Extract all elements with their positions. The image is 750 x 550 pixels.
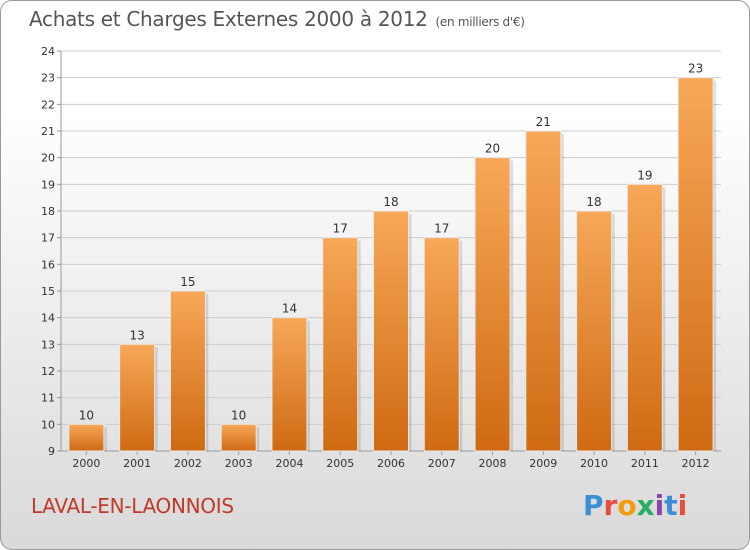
logo-letter: i xyxy=(677,489,688,522)
y-tick-label: 16 xyxy=(41,258,55,271)
bar xyxy=(525,130,562,452)
bar xyxy=(68,423,105,452)
logo-letter: r xyxy=(603,489,618,522)
y-tick-label: 18 xyxy=(41,205,55,218)
x-tick-label: 2004 xyxy=(275,457,303,470)
bar xyxy=(322,237,359,452)
data-label: 13 xyxy=(130,328,145,342)
x-tick-label: 2007 xyxy=(428,457,456,470)
logo-letter: P xyxy=(583,489,604,522)
y-tick-label: 23 xyxy=(41,72,55,85)
bar xyxy=(626,183,663,452)
unit-label: (en milliers d'€) xyxy=(435,15,525,29)
bar xyxy=(677,77,714,452)
y-tick-label: 11 xyxy=(41,392,55,405)
y-tick-label: 12 xyxy=(41,365,55,378)
y-tick-label: 22 xyxy=(41,98,55,111)
data-label: 10 xyxy=(79,408,94,422)
x-tick-label: 2009 xyxy=(529,457,557,470)
bar xyxy=(474,157,511,452)
bar xyxy=(220,423,257,452)
chart-title: Achats et Charges Externes 2000 à 2012 (e… xyxy=(29,7,525,31)
data-label: 15 xyxy=(180,275,195,289)
y-tick-label: 24 xyxy=(41,45,55,58)
y-tick-label: 14 xyxy=(41,312,55,325)
commune-name: LAVAL-EN-LAONNOIS xyxy=(31,494,234,518)
x-tick-label: 2008 xyxy=(479,457,507,470)
bar xyxy=(373,210,409,452)
bar xyxy=(576,210,613,452)
y-tick-label: 19 xyxy=(41,178,55,191)
logo-letter: x xyxy=(636,489,655,522)
x-tick-label: 2011 xyxy=(631,457,659,470)
data-label: 17 xyxy=(333,222,348,236)
x-tick-label: 2000 xyxy=(72,457,100,470)
logo-letter: o xyxy=(617,489,637,522)
chart-title-text: Achats et Charges Externes 2000 à 2012 xyxy=(29,7,428,31)
x-tick-label: 2012 xyxy=(682,457,710,470)
y-tick-label: 20 xyxy=(41,152,55,165)
data-label: 14 xyxy=(282,302,297,316)
bar xyxy=(423,237,460,452)
proxiti-logo: Proxiti xyxy=(583,489,687,522)
bars xyxy=(68,77,717,452)
y-tick-label: 21 xyxy=(41,125,55,138)
bar xyxy=(119,343,156,452)
data-label: 21 xyxy=(536,115,551,129)
logo-letter: i xyxy=(654,489,665,522)
bar xyxy=(169,290,206,452)
x-tick-label: 2002 xyxy=(174,457,202,470)
x-tick-label: 2010 xyxy=(580,457,608,470)
data-label: 10 xyxy=(231,408,246,422)
x-tick-label: 2005 xyxy=(326,457,354,470)
labels: 10 2000 13 2001 15 2002 10 2003 14 2004 17 2005 18 20… xyxy=(72,62,709,470)
bar xyxy=(271,317,308,452)
data-label: 17 xyxy=(434,222,449,236)
data-label: 19 xyxy=(637,168,652,182)
x-tick-label: 2006 xyxy=(377,457,405,470)
data-label: 20 xyxy=(485,142,500,156)
y-tick-label: 10 xyxy=(41,418,55,431)
data-label: 23 xyxy=(688,62,703,76)
logo-letter: t xyxy=(664,489,678,522)
data-label: 18 xyxy=(586,195,601,209)
x-tick-label: 2003 xyxy=(225,457,253,470)
y-tick-label: 15 xyxy=(41,285,55,298)
data-label: 18 xyxy=(383,195,398,209)
y-tick-label: 17 xyxy=(41,232,55,245)
y-tick-label: 9 xyxy=(48,445,55,458)
x-tick-label: 2001 xyxy=(123,457,151,470)
y-tick-label: 13 xyxy=(41,338,55,351)
